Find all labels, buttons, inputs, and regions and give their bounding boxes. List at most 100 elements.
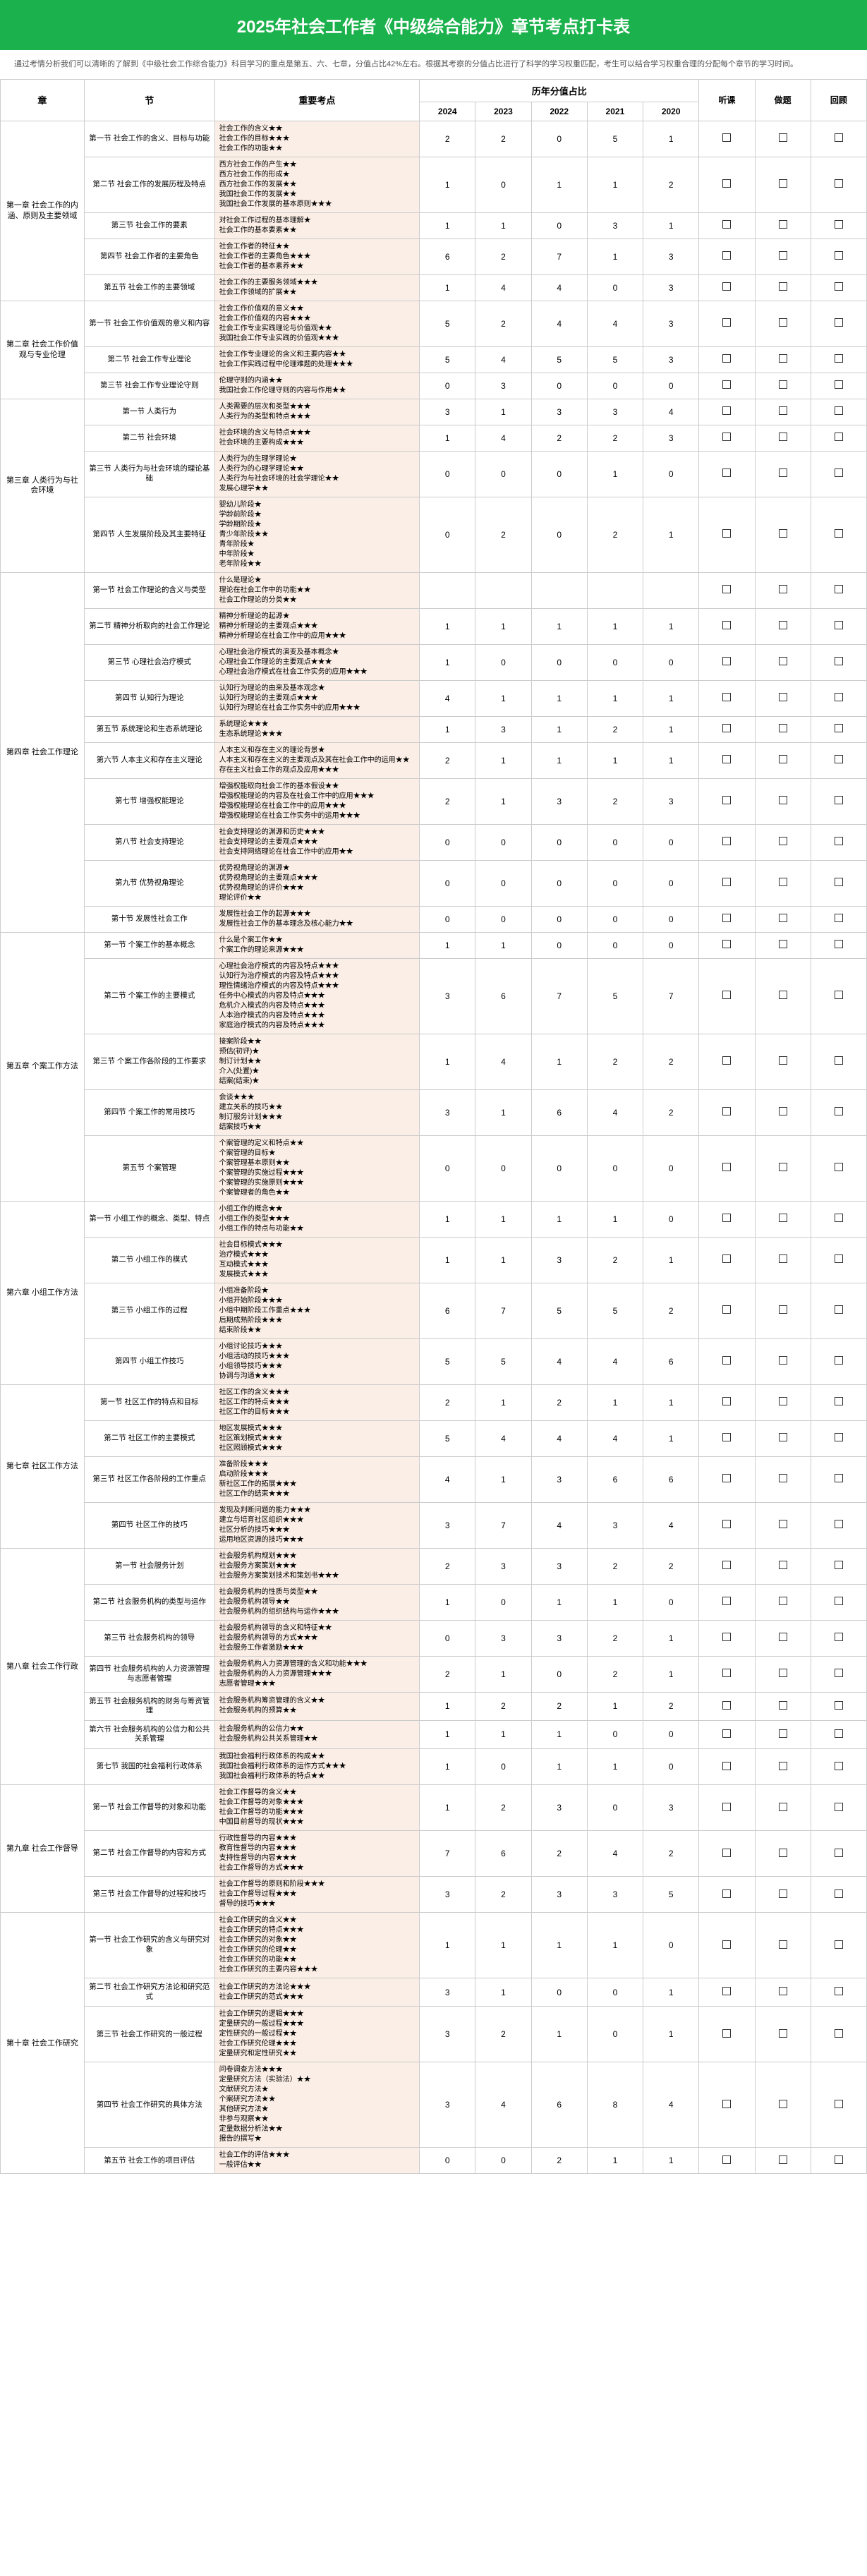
checkbox-cell[interactable] [755, 1456, 811, 1502]
checkbox-icon[interactable] [835, 1987, 843, 1995]
checkbox-cell[interactable] [699, 1656, 755, 1692]
checkbox-icon[interactable] [779, 1397, 787, 1405]
checkbox-icon[interactable] [722, 657, 731, 665]
checkbox-cell[interactable] [699, 608, 755, 644]
checkbox-cell[interactable] [755, 1749, 811, 1785]
checkbox-cell[interactable] [755, 2062, 811, 2148]
checkbox-icon[interactable] [722, 914, 731, 922]
checkbox-icon[interactable] [835, 991, 843, 999]
checkbox-icon[interactable] [835, 1633, 843, 1641]
checkbox-cell[interactable] [755, 1620, 811, 1656]
checkbox-cell[interactable] [699, 958, 755, 1034]
checkbox-cell[interactable] [755, 778, 811, 824]
checkbox-cell[interactable] [699, 1384, 755, 1420]
checkbox-icon[interactable] [722, 1803, 731, 1811]
checkbox-cell[interactable] [699, 1749, 755, 1785]
checkbox-cell[interactable] [811, 958, 866, 1034]
checkbox-icon[interactable] [835, 1803, 843, 1811]
checkbox-icon[interactable] [835, 1762, 843, 1770]
checkbox-cell[interactable] [699, 346, 755, 373]
checkbox-cell[interactable] [699, 238, 755, 274]
checkbox-cell[interactable] [755, 212, 811, 238]
checkbox-icon[interactable] [722, 1762, 731, 1770]
checkbox-icon[interactable] [835, 179, 843, 188]
checkbox-icon[interactable] [835, 1397, 843, 1405]
checkbox-cell[interactable] [755, 958, 811, 1034]
checkbox-cell[interactable] [699, 1620, 755, 1656]
checkbox-cell[interactable] [699, 1135, 755, 1201]
checkbox-cell[interactable] [811, 742, 866, 778]
checkbox-icon[interactable] [835, 406, 843, 415]
checkbox-cell[interactable] [811, 680, 866, 716]
checkbox-icon[interactable] [835, 837, 843, 845]
checkbox-icon[interactable] [722, 2155, 731, 2164]
checkbox-icon[interactable] [722, 1669, 731, 1677]
checkbox-cell[interactable] [699, 1420, 755, 1456]
checkbox-icon[interactable] [779, 991, 787, 999]
checkbox-icon[interactable] [835, 1889, 843, 1898]
checkbox-cell[interactable] [755, 121, 811, 157]
checkbox-cell[interactable] [699, 906, 755, 932]
checkbox-cell[interactable] [811, 399, 866, 425]
checkbox-cell[interactable] [699, 1089, 755, 1135]
checkbox-cell[interactable] [699, 1034, 755, 1089]
checkbox-cell[interactable] [811, 238, 866, 274]
checkbox-cell[interactable] [811, 716, 866, 742]
checkbox-cell[interactable] [811, 1877, 866, 1913]
checkbox-icon[interactable] [779, 1597, 787, 1605]
checkbox-cell[interactable] [811, 906, 866, 932]
checkbox-cell[interactable] [755, 716, 811, 742]
checkbox-icon[interactable] [722, 318, 731, 327]
checkbox-cell[interactable] [699, 824, 755, 860]
checkbox-icon[interactable] [722, 621, 731, 629]
checkbox-cell[interactable] [699, 373, 755, 399]
checkbox-icon[interactable] [722, 251, 731, 260]
checkbox-icon[interactable] [779, 755, 787, 763]
checkbox-icon[interactable] [722, 837, 731, 845]
checkbox-icon[interactable] [722, 2029, 731, 2038]
checkbox-cell[interactable] [699, 1502, 755, 1548]
checkbox-icon[interactable] [722, 1520, 731, 1528]
checkbox-cell[interactable] [699, 1692, 755, 1720]
checkbox-icon[interactable] [779, 354, 787, 363]
checkbox-icon[interactable] [835, 1701, 843, 1710]
checkbox-cell[interactable] [699, 680, 755, 716]
checkbox-icon[interactable] [779, 1163, 787, 1171]
checkbox-icon[interactable] [722, 354, 731, 363]
checkbox-cell[interactable] [755, 238, 811, 274]
checkbox-icon[interactable] [779, 796, 787, 804]
checkbox-icon[interactable] [722, 878, 731, 886]
checkbox-icon[interactable] [722, 1474, 731, 1482]
checkbox-icon[interactable] [722, 380, 731, 389]
checkbox-icon[interactable] [835, 354, 843, 363]
checkbox-icon[interactable] [835, 1305, 843, 1314]
checkbox-cell[interactable] [755, 1384, 811, 1420]
checkbox-cell[interactable] [811, 860, 866, 906]
checkbox-icon[interactable] [779, 1107, 787, 1115]
checkbox-cell[interactable] [755, 608, 811, 644]
checkbox-icon[interactable] [835, 1940, 843, 1949]
checkbox-icon[interactable] [835, 1433, 843, 1441]
checkbox-cell[interactable] [699, 572, 755, 608]
checkbox-icon[interactable] [779, 529, 787, 538]
checkbox-icon[interactable] [722, 1254, 731, 1263]
checkbox-icon[interactable] [779, 2100, 787, 2108]
checkbox-cell[interactable] [755, 1201, 811, 1237]
checkbox-cell[interactable] [755, 1283, 811, 1338]
checkbox-cell[interactable] [755, 644, 811, 680]
checkbox-cell[interactable] [755, 274, 811, 301]
checkbox-icon[interactable] [779, 318, 787, 327]
checkbox-icon[interactable] [722, 724, 731, 732]
checkbox-cell[interactable] [811, 2007, 866, 2062]
checkbox-icon[interactable] [835, 693, 843, 701]
checkbox-cell[interactable] [755, 860, 811, 906]
checkbox-icon[interactable] [835, 468, 843, 477]
checkbox-icon[interactable] [835, 657, 843, 665]
checkbox-icon[interactable] [835, 380, 843, 389]
checkbox-cell[interactable] [755, 425, 811, 451]
checkbox-icon[interactable] [722, 1107, 731, 1115]
checkbox-icon[interactable] [779, 251, 787, 260]
checkbox-cell[interactable] [755, 906, 811, 932]
checkbox-cell[interactable] [811, 1720, 866, 1748]
checkbox-icon[interactable] [722, 468, 731, 477]
